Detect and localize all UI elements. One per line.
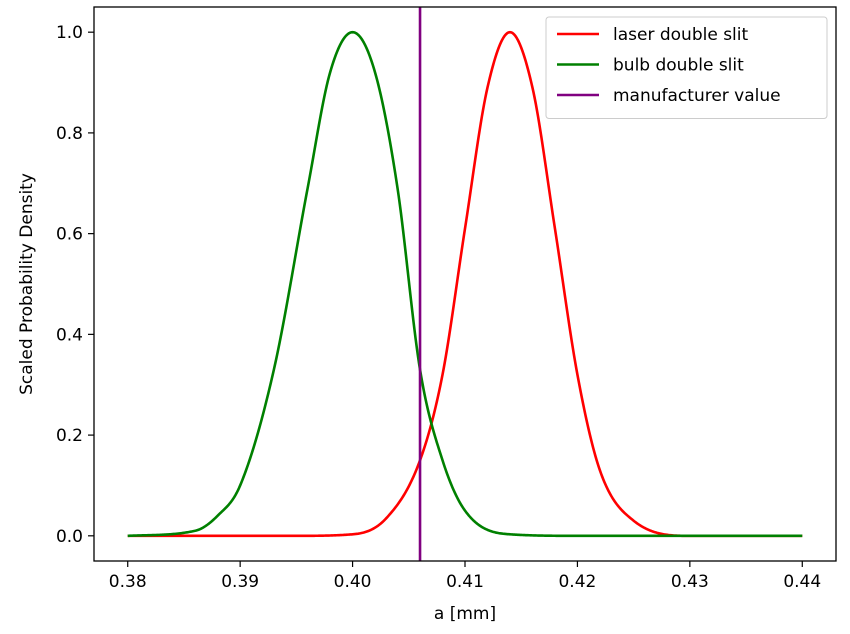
- legend: laser double slit bulb double slit manufac…: [545, 16, 828, 119]
- y-tick-label: 0.6: [56, 225, 83, 245]
- legend-box: [545, 16, 828, 119]
- x-tick-label: 0.40: [334, 572, 372, 592]
- x-axis-label: a [mm]: [434, 604, 496, 624]
- y-axis-label: Scaled Probability Density: [17, 173, 37, 395]
- y-tick-label: 0.8: [56, 124, 83, 144]
- plot-area: [127, 7, 803, 561]
- x-tick-label: 0.44: [783, 572, 821, 592]
- y-tick-label: 1.0: [56, 23, 83, 43]
- legend-entry-label: laser double slit: [613, 25, 748, 45]
- series-line-1: [127, 30, 803, 538]
- legend-entry-label: manufacturer value: [613, 86, 781, 106]
- legend-entry-label: bulb double slit: [613, 56, 744, 76]
- x-tick-label: 0.42: [558, 572, 596, 592]
- x-tick-label: 0.41: [446, 572, 484, 592]
- y-tick-label: 0.0: [56, 527, 83, 547]
- x-tick-label: 0.38: [109, 572, 147, 592]
- x-tick-label: 0.39: [221, 572, 259, 592]
- x-tick-label: 0.43: [671, 572, 709, 592]
- y-tick-label: 0.2: [56, 426, 83, 446]
- x-axis-ticks: 0.38 0.39 0.40 0.41 0.42 0.43 0.44: [109, 561, 821, 592]
- y-axis-ticks: 0.0 0.2 0.4 0.6 0.8 1.0: [56, 23, 94, 547]
- y-tick-label: 0.4: [56, 325, 83, 345]
